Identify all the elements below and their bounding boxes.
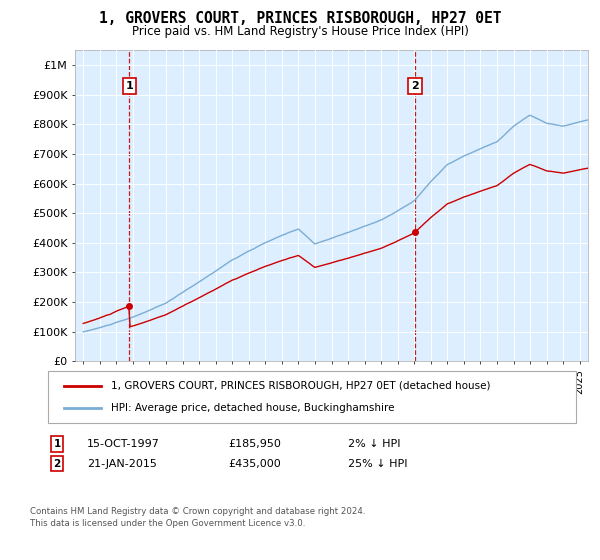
Text: £185,950: £185,950 — [228, 439, 281, 449]
Text: 1: 1 — [53, 439, 61, 449]
Text: Contains HM Land Registry data © Crown copyright and database right 2024.
This d: Contains HM Land Registry data © Crown c… — [30, 507, 365, 528]
Text: Price paid vs. HM Land Registry's House Price Index (HPI): Price paid vs. HM Land Registry's House … — [131, 25, 469, 38]
Text: 2: 2 — [53, 459, 61, 469]
Text: HPI: Average price, detached house, Buckinghamshire: HPI: Average price, detached house, Buck… — [112, 403, 395, 413]
Text: 2% ↓ HPI: 2% ↓ HPI — [348, 439, 401, 449]
Text: 15-OCT-1997: 15-OCT-1997 — [87, 439, 160, 449]
Text: £435,000: £435,000 — [228, 459, 281, 469]
Text: 1, GROVERS COURT, PRINCES RISBOROUGH, HP27 0ET (detached house): 1, GROVERS COURT, PRINCES RISBOROUGH, HP… — [112, 381, 491, 391]
Text: 2: 2 — [411, 81, 419, 91]
Text: 21-JAN-2015: 21-JAN-2015 — [87, 459, 157, 469]
Text: 25% ↓ HPI: 25% ↓ HPI — [348, 459, 407, 469]
Text: 1: 1 — [125, 81, 133, 91]
Text: 1, GROVERS COURT, PRINCES RISBOROUGH, HP27 0ET: 1, GROVERS COURT, PRINCES RISBOROUGH, HP… — [99, 11, 501, 26]
